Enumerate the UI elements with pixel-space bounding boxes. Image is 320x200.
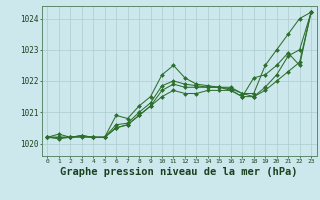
- X-axis label: Graphe pression niveau de la mer (hPa): Graphe pression niveau de la mer (hPa): [60, 167, 298, 177]
